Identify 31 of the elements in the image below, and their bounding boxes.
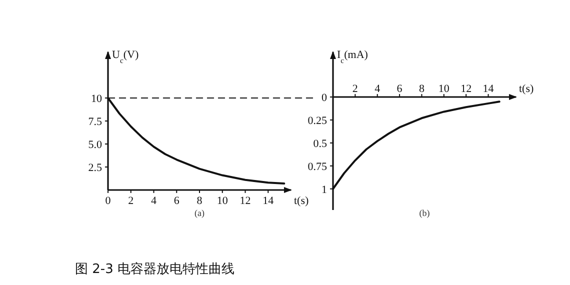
y-axis-title: U$_{c}$(V)	[112, 49, 139, 64]
caption: 图 2-3 电容器放电特性曲线	[75, 261, 234, 277]
x-tick-label: 10	[438, 83, 450, 96]
y-tick-label: 0.75	[308, 160, 328, 173]
x-tick-label: 12	[460, 83, 472, 96]
y-tick-label: 0.25	[308, 114, 328, 127]
x-tick-label: 6	[396, 83, 403, 96]
y-axis-title: I$_{c}$(mA)	[337, 49, 368, 64]
x-axis-title: t(s)	[519, 83, 534, 96]
y-tick-label: 10	[91, 93, 102, 105]
y-tick-label: 0.5	[313, 138, 328, 150]
x-tick-label: 6	[174, 195, 180, 207]
x-axis-title: t(s)	[294, 195, 309, 207]
x-tick-label: 4	[374, 83, 381, 96]
x-tick-label: 14	[262, 195, 274, 207]
text: (a)	[194, 208, 204, 218]
y-tick-label: 1	[322, 184, 327, 196]
x-tick-label: 14	[482, 83, 494, 96]
x-tick-label: 12	[240, 195, 251, 207]
x-tick-label: 10	[216, 195, 228, 207]
y-tick-label: 0	[322, 92, 328, 104]
x-tick-label: 8	[196, 195, 203, 207]
x-tick-label: 4	[151, 195, 157, 207]
x-tick-label: 0	[105, 195, 112, 207]
y-tick-label: 5.0	[88, 139, 102, 151]
y-tick-label: 7.5	[88, 116, 102, 128]
x-tick-label: 2	[128, 195, 134, 207]
x-tick-label: 8	[418, 83, 425, 96]
annotation: (b)	[419, 208, 430, 218]
y-tick-label: 2.5	[88, 162, 102, 174]
x-tick-label: 2	[352, 83, 358, 96]
